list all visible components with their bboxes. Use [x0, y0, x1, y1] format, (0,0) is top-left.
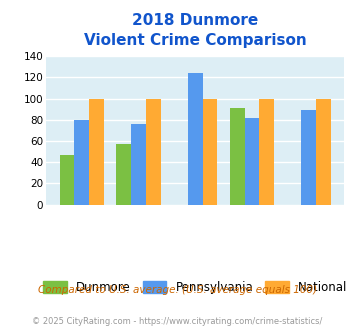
- Bar: [301, 110, 316, 205]
- Bar: [316, 99, 331, 205]
- Bar: [188, 73, 203, 205]
- Bar: [116, 144, 131, 205]
- Bar: [89, 99, 104, 205]
- Text: © 2025 CityRating.com - https://www.cityrating.com/crime-statistics/: © 2025 CityRating.com - https://www.city…: [32, 317, 323, 326]
- Title: 2018 Dunmore
Violent Crime Comparison: 2018 Dunmore Violent Crime Comparison: [84, 13, 307, 48]
- Text: Compared to U.S. average. (U.S. average equals 100): Compared to U.S. average. (U.S. average …: [38, 285, 317, 295]
- Bar: [131, 124, 146, 205]
- Bar: [60, 155, 75, 205]
- Legend: Dunmore, Pennsylvania, National: Dunmore, Pennsylvania, National: [38, 276, 352, 298]
- Bar: [203, 99, 217, 205]
- Bar: [245, 117, 260, 205]
- Bar: [146, 99, 161, 205]
- Bar: [75, 120, 89, 205]
- Bar: [260, 99, 274, 205]
- Bar: [230, 108, 245, 205]
